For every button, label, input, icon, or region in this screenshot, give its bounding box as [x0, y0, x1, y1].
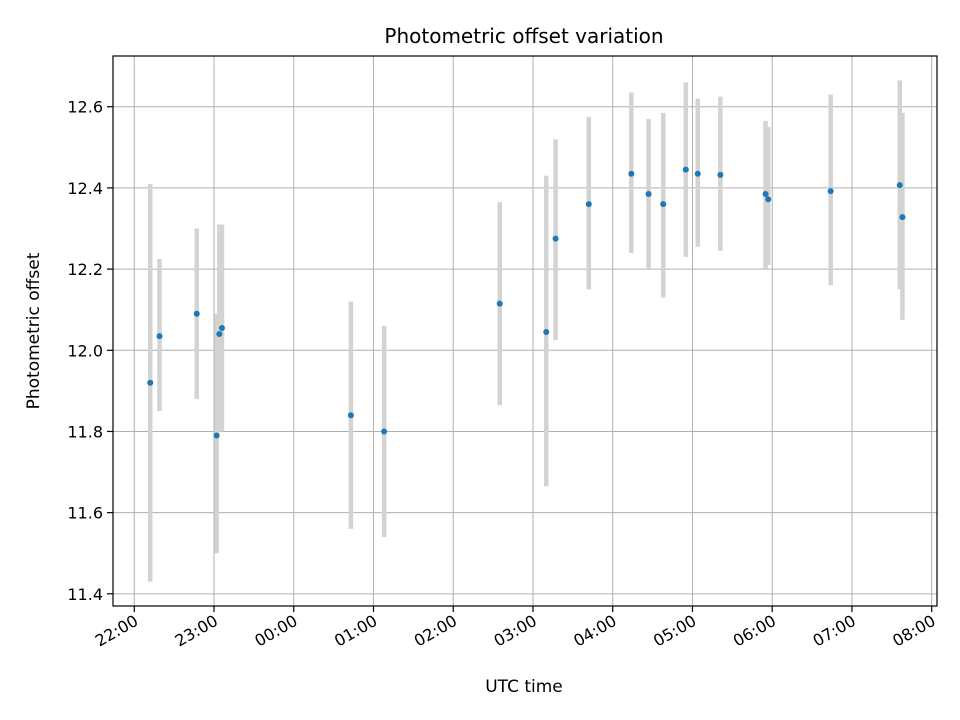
data-point: [218, 324, 225, 331]
data-point: [660, 201, 667, 208]
data-point: [694, 170, 701, 177]
data-point: [896, 182, 903, 189]
data-point: [543, 329, 550, 336]
y-tick-label: 12.6: [67, 98, 103, 117]
data-point: [645, 191, 652, 198]
data-point: [496, 300, 503, 307]
y-tick-label: 11.6: [67, 504, 103, 523]
grid: [113, 56, 937, 606]
data-point: [827, 188, 834, 195]
data-point: [682, 166, 689, 173]
data-point: [347, 412, 354, 419]
data-point: [147, 379, 154, 386]
data-point: [381, 428, 388, 435]
data-point: [765, 196, 772, 203]
y-axis-title: Photometric offset: [24, 252, 44, 409]
data-point: [899, 214, 906, 221]
plot-area-frame: [112, 55, 938, 607]
y-tick-label: 12.2: [67, 260, 103, 279]
data-point: [213, 432, 220, 439]
data-point: [628, 170, 635, 177]
data-point: [762, 191, 769, 198]
data-point: [156, 333, 163, 340]
x-axis-title: UTC time: [485, 677, 563, 697]
data-point: [216, 331, 223, 338]
data-point: [717, 171, 724, 178]
data-point: [552, 235, 559, 242]
data-points: [147, 166, 906, 439]
y-axis-ticks: 11.4 11.6 11.8 12.0 12.2 12.4 12.6: [67, 98, 113, 604]
y-tick-label: 11.4: [67, 585, 103, 604]
data-point: [585, 201, 592, 208]
y-tick-label: 12.4: [67, 179, 103, 198]
y-tick-label: 11.8: [67, 422, 103, 441]
y-tick-label: 12.0: [67, 341, 103, 360]
data-point: [193, 310, 200, 317]
chart-title: Photometric offset variation: [384, 24, 663, 48]
